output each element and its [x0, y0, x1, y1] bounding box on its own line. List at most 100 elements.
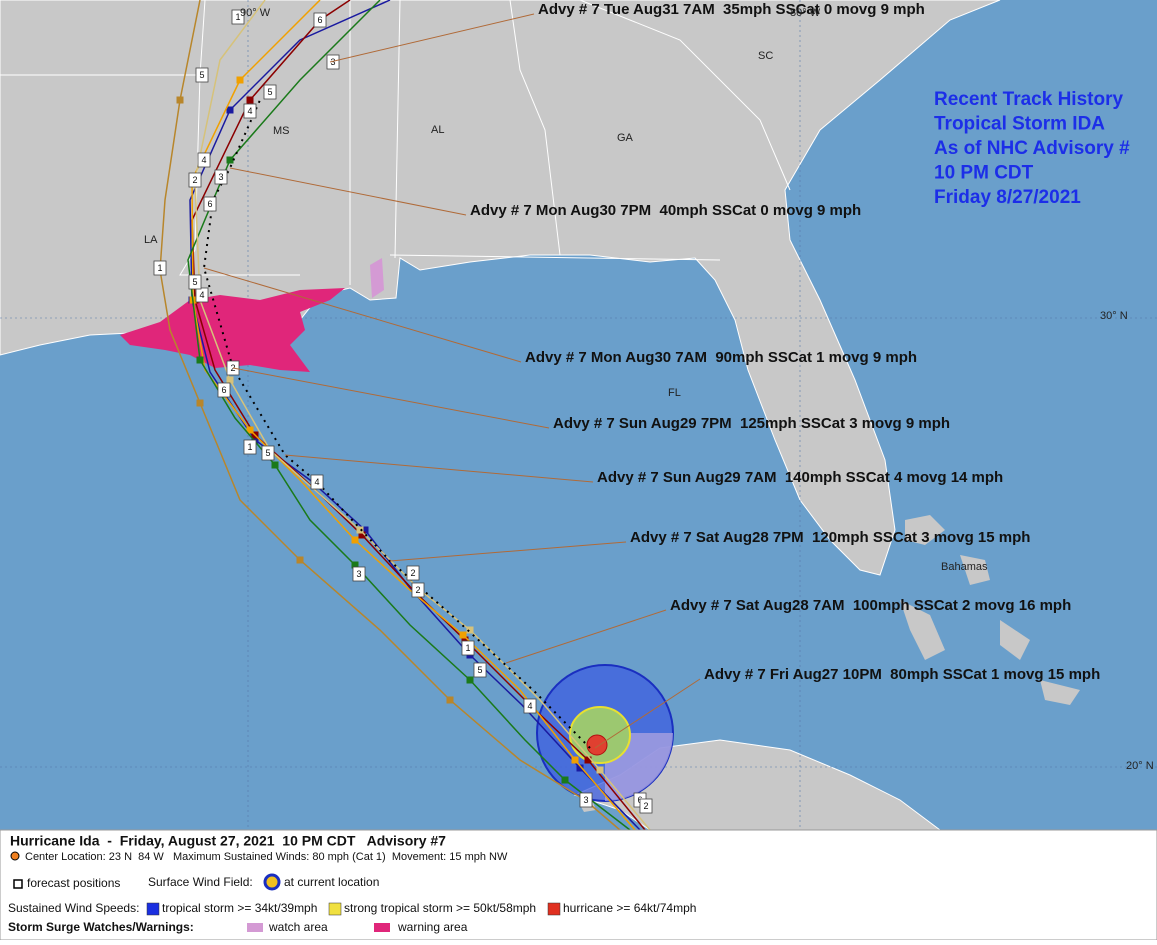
day-box: [197, 152, 211, 168]
day-label: 1: [157, 263, 162, 273]
day-box: [352, 566, 366, 582]
day-label: 5: [477, 665, 482, 675]
day-label: 5: [267, 87, 272, 97]
day-box: [639, 798, 653, 814]
day-box: [579, 792, 593, 808]
leader-line: [229, 167, 467, 216]
map-label: FL: [668, 387, 681, 399]
track-point: [246, 96, 254, 104]
track-point: [296, 556, 304, 564]
map-label: AL: [431, 124, 444, 136]
day-box: [195, 287, 209, 303]
day-label: 3: [583, 795, 588, 805]
side-title: As of NHC Advisory #: [934, 138, 1130, 159]
track-point: [466, 626, 474, 634]
map-label: MS: [273, 125, 290, 137]
day-box: [326, 54, 340, 70]
day-box: [203, 196, 217, 212]
track-point: [358, 531, 366, 539]
speed-text: tropical storm >= 34kt/39mph: [162, 901, 317, 915]
map-label: LA: [144, 234, 158, 246]
side-title: Tropical Storm IDA: [934, 114, 1105, 135]
track-point: [226, 106, 234, 114]
leader-line: [594, 678, 701, 749]
day-label: 1: [235, 12, 240, 22]
map-label: Bahamas: [941, 561, 988, 573]
leader-line: [284, 454, 594, 483]
current-text: at current location: [284, 875, 379, 889]
day-box: [153, 260, 167, 276]
track-point: [226, 376, 234, 384]
watch-text: watch area: [268, 920, 328, 934]
advisory-label: Advy # 7 Sat Aug28 7PM 120mph SSCat 3 mo…: [630, 529, 1030, 546]
side-title: Friday 8/27/2021: [934, 187, 1081, 208]
day-box: [231, 9, 245, 25]
map-label: 20° N: [1126, 760, 1154, 772]
day-label: 6: [207, 199, 212, 209]
warning-swatch: [374, 923, 390, 932]
advisory-label: Advy # 7 Sat Aug28 7AM 100mph SSCat 2 mo…: [670, 597, 1071, 614]
day-box: [406, 565, 420, 581]
leader-line: [329, 13, 535, 63]
day-label: 1: [247, 442, 252, 452]
speed-swatch: [146, 902, 160, 916]
track-point: [226, 156, 234, 164]
warning-text: warning area: [397, 920, 468, 934]
map-label: 30° N: [1100, 310, 1128, 322]
map-label: GA: [617, 132, 634, 144]
surge-watch-area: [370, 258, 384, 298]
track-point: [584, 756, 592, 764]
track-point: [271, 461, 279, 469]
side-title: 10 PM CDT: [934, 163, 1034, 184]
track-point: [571, 756, 579, 764]
center-text: Center Location: 23 N 84 W Maximum Susta…: [25, 851, 508, 863]
track-point: [351, 561, 359, 569]
track-point: [246, 426, 254, 434]
day-box: [261, 445, 275, 461]
forecast-text: forecast positions: [27, 876, 120, 890]
speed-text: hurricane >= 64kt/74mph: [563, 901, 696, 915]
surge-label: Storm Surge Watches/Warnings:: [8, 920, 194, 934]
day-label: 5: [265, 448, 270, 458]
advisory-label: Advy # 7 Mon Aug30 7AM 90mph SSCat 1 mov…: [525, 349, 917, 366]
day-box: [243, 439, 257, 455]
track-point: [561, 776, 569, 784]
day-label: 4: [527, 701, 532, 711]
leader-line: [203, 267, 522, 363]
track-line: [159, 0, 621, 831]
leader-line: [389, 541, 627, 562]
day-label: 3: [330, 57, 335, 67]
day-box: [411, 582, 425, 598]
day-box: [461, 640, 475, 656]
track-point: [361, 526, 369, 534]
day-label: 3: [218, 172, 223, 182]
day-label: 4: [314, 477, 319, 487]
day-box: [243, 103, 257, 119]
graticule: [0, 0, 1157, 830]
speed-text: strong tropical storm >= 50kt/58mph: [344, 901, 536, 915]
track-point: [176, 96, 184, 104]
day-label: 4: [199, 290, 204, 300]
side-title: Recent Track History: [934, 89, 1123, 110]
day-box: [188, 274, 202, 290]
day-box: [523, 698, 537, 714]
advisory-label: Advy # 7 Fri Aug27 10PM 80mph SSCat 1 mo…: [704, 666, 1100, 683]
day-box: [310, 474, 324, 490]
day-label: 6: [317, 15, 322, 25]
map-label: SC: [758, 50, 773, 62]
track-point: [461, 636, 469, 644]
day-box: [473, 662, 487, 678]
advisory-label: Advy # 7 Sun Aug29 7AM 140mph SSCat 4 mo…: [597, 469, 1003, 486]
track-point: [459, 631, 467, 639]
wind-field: [536, 664, 674, 802]
map-label: 80° W: [790, 7, 821, 19]
track-point: [576, 764, 584, 772]
day-label: 2: [643, 801, 648, 811]
track-point: [351, 536, 359, 544]
speed-swatch: [328, 902, 342, 916]
center-icon: [10, 851, 20, 861]
day-box: [263, 84, 277, 100]
day-box: [188, 172, 202, 188]
track-line: [191, 0, 646, 831]
speed-swatch: [547, 902, 561, 916]
